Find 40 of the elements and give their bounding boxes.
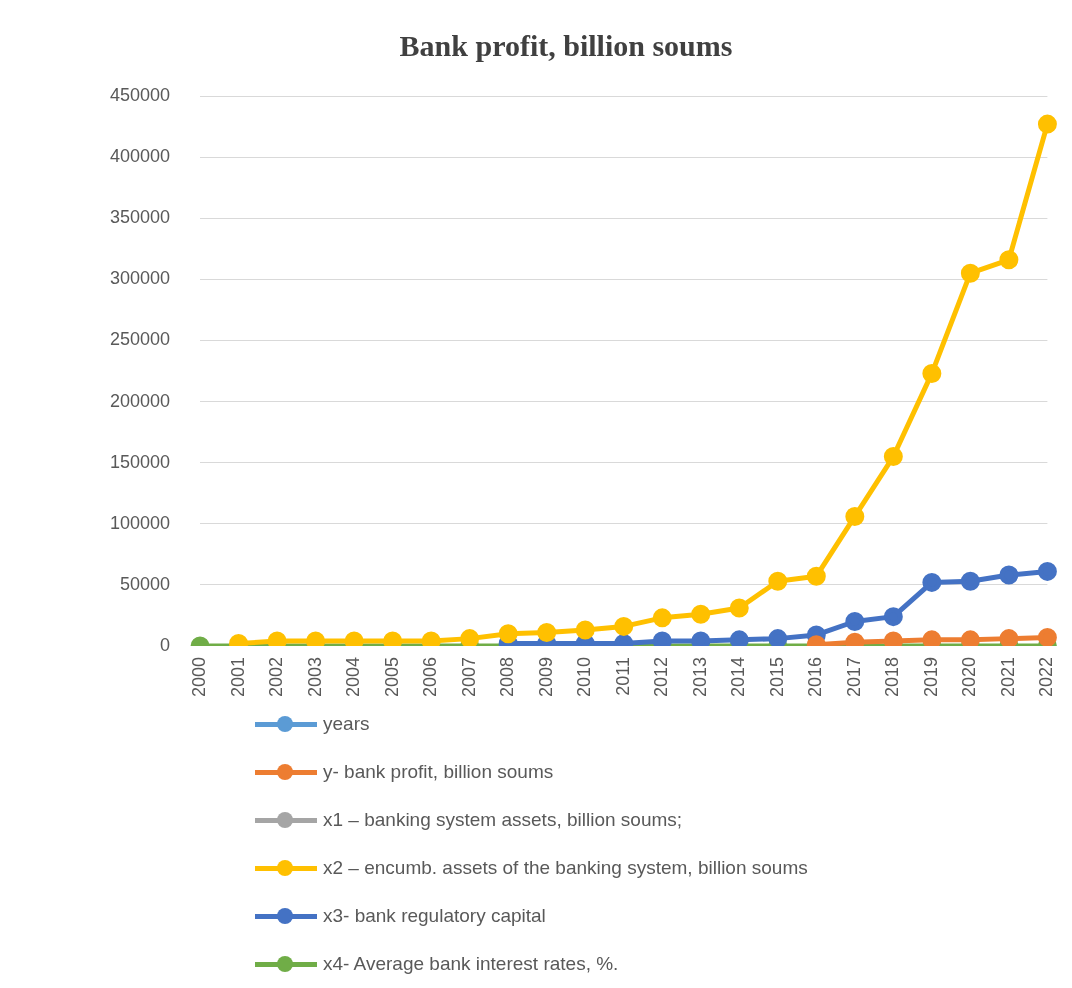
x-tick-label: 2020 [959,656,980,697]
legend-label: x3- bank regulatory capital [323,905,546,927]
y-tick-label: 50000 [120,573,171,594]
chart-title: Bank profit, billion soums [399,28,733,62]
x-tick-label: 2000 [189,656,210,697]
legend-label: y- bank profit, billion soums [323,761,554,783]
x-tick-label: 2016 [805,656,826,697]
x-tick-label: 2004 [343,656,364,697]
x-tick-label: 2002 [266,656,287,697]
x-tick-label: 2019 [920,656,941,697]
x-tick-label: 2012 [651,656,672,697]
y-tick-label: 350000 [109,207,171,228]
x-tick-label: 2014 [728,656,749,697]
legend-label: years [323,713,370,735]
x-tick-label: 2009 [535,656,556,697]
x-tick-label: 2021 [997,656,1018,697]
x-tick-label: 2011 [612,656,633,696]
x-tick-label: 2013 [689,656,710,697]
x-tick-label: 2017 [843,656,864,697]
x-tick-label: 2008 [497,656,518,697]
x-tick-label: 2015 [766,656,787,697]
y-tick-label: 0 [160,634,171,655]
y-tick-label: 300000 [109,268,171,289]
y-tick-label: 150000 [109,451,171,472]
x-tick-label: 2006 [420,656,441,697]
x-tick-label: 2005 [381,656,402,697]
legend-label: x2 – encumb. assets of the banking system, billion soums [323,857,808,879]
x-tick-label: 2010 [574,656,595,697]
x-tick-label: 2003 [304,656,325,697]
y-tick-label: 450000 [109,84,171,105]
y-tick-label: 400000 [109,146,171,167]
x-tick-label: 2022 [1036,656,1057,697]
x-tick-label: 2007 [458,656,479,697]
legend-label: x4- Average bank interest rates, %. [323,953,619,975]
x-tick-label: 2001 [227,656,248,697]
x-tick-label: 2018 [882,656,903,697]
y-tick-label: 100000 [109,512,171,533]
y-tick-label: 250000 [109,329,171,350]
y-tick-label: 200000 [109,390,171,411]
legend-label: x1 – banking system assets, billion soums; [323,809,683,831]
